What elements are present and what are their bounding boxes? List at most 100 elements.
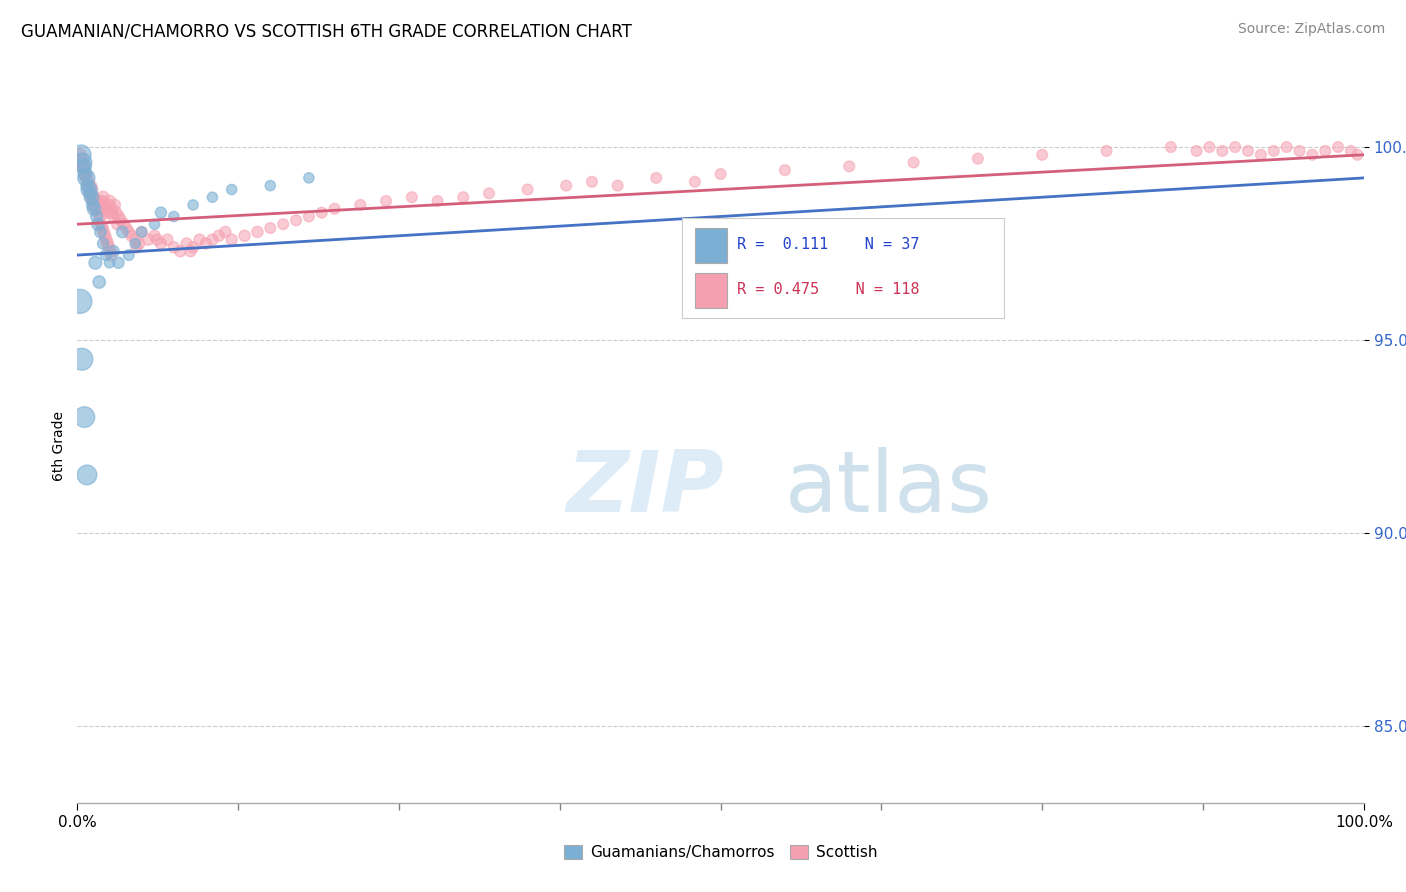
Point xyxy=(773,163,796,178)
Point xyxy=(75,170,97,185)
Point xyxy=(76,467,98,482)
Point xyxy=(1237,144,1260,158)
Point xyxy=(118,248,141,262)
Point xyxy=(96,233,118,247)
Point xyxy=(73,167,96,181)
Point xyxy=(89,275,111,289)
Point xyxy=(1288,144,1310,158)
Point xyxy=(70,148,93,162)
Point xyxy=(478,186,501,201)
Point xyxy=(163,240,186,254)
Point xyxy=(75,167,97,181)
Point xyxy=(298,210,321,224)
Point xyxy=(115,221,138,235)
Point xyxy=(80,178,103,193)
Point xyxy=(118,225,141,239)
Point xyxy=(87,205,110,219)
Point xyxy=(426,194,449,208)
Point xyxy=(1198,140,1220,154)
Point xyxy=(246,225,269,239)
Point xyxy=(89,210,111,224)
Point xyxy=(107,210,129,224)
Point xyxy=(1315,144,1337,158)
Point xyxy=(453,190,475,204)
Point xyxy=(208,228,231,243)
Text: atlas: atlas xyxy=(785,447,993,531)
Point xyxy=(516,182,538,196)
Point xyxy=(110,213,132,227)
Point xyxy=(91,190,114,204)
Point xyxy=(120,228,142,243)
Point xyxy=(82,194,104,208)
Point xyxy=(100,248,122,262)
Point xyxy=(146,233,169,247)
Point xyxy=(156,233,179,247)
Point xyxy=(1211,144,1233,158)
Point xyxy=(84,256,107,270)
Point xyxy=(195,236,218,251)
Point xyxy=(124,236,146,251)
Point xyxy=(105,217,128,231)
Point xyxy=(94,202,117,216)
Point xyxy=(259,221,281,235)
Point xyxy=(311,205,333,219)
Point xyxy=(683,175,706,189)
Point xyxy=(89,202,111,216)
Point xyxy=(149,205,172,219)
Point xyxy=(285,213,308,227)
Point xyxy=(201,190,224,204)
Point xyxy=(90,194,112,208)
Point xyxy=(72,159,94,173)
Point xyxy=(169,244,191,259)
Point xyxy=(1327,140,1350,154)
Point xyxy=(73,167,96,181)
Point xyxy=(100,205,122,219)
Point xyxy=(84,202,107,216)
Point xyxy=(143,217,166,231)
Point xyxy=(77,182,100,196)
Point xyxy=(1275,140,1298,154)
Point xyxy=(903,155,925,169)
Point xyxy=(86,198,108,212)
Legend: Guamanians/Chamorros, Scottish: Guamanians/Chamorros, Scottish xyxy=(558,839,883,866)
Point xyxy=(91,236,114,251)
Point xyxy=(86,210,108,224)
Point xyxy=(84,194,107,208)
Point xyxy=(97,240,120,254)
Text: R =  0.111    N = 37: R = 0.111 N = 37 xyxy=(737,237,920,252)
Point xyxy=(86,202,108,216)
Point xyxy=(82,198,104,212)
Point xyxy=(112,217,135,231)
Point xyxy=(89,225,111,239)
Point xyxy=(98,194,121,208)
Point xyxy=(73,410,96,425)
Point xyxy=(76,178,98,193)
Point xyxy=(401,190,423,204)
Point xyxy=(1223,140,1247,154)
Point xyxy=(87,217,110,231)
Point xyxy=(97,198,120,212)
Point xyxy=(710,167,733,181)
Point xyxy=(73,159,96,173)
Point xyxy=(1263,144,1285,158)
Point xyxy=(1031,148,1053,162)
Point xyxy=(82,190,104,204)
Point xyxy=(349,198,371,212)
Point xyxy=(323,202,346,216)
Point xyxy=(1340,144,1362,158)
Point xyxy=(83,198,105,212)
Point xyxy=(93,198,115,212)
Point xyxy=(103,244,125,259)
Point xyxy=(104,198,127,212)
Point xyxy=(298,170,321,185)
Bar xyxy=(695,227,727,262)
Point xyxy=(1250,148,1272,162)
Point xyxy=(80,190,103,204)
Point xyxy=(163,210,186,224)
Point xyxy=(93,225,115,239)
Point xyxy=(1301,148,1323,162)
Point xyxy=(555,178,578,193)
Point xyxy=(1185,144,1208,158)
Text: ZIP: ZIP xyxy=(567,447,724,531)
Point xyxy=(149,236,172,251)
